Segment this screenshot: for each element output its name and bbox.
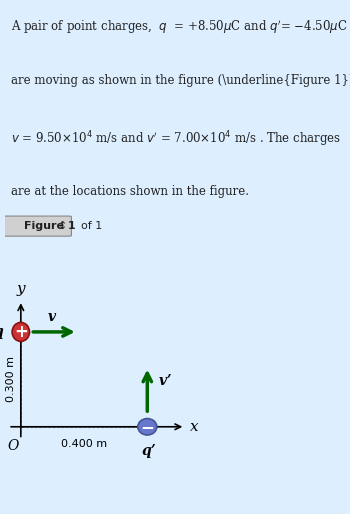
Ellipse shape: [138, 418, 157, 435]
Text: A pair of point charges,  $q$  = +8.50$\mu$C and $q'$= $-$4.50$\mu$C ,: A pair of point charges, $q$ = +8.50$\mu…: [11, 19, 350, 36]
Text: v: v: [48, 310, 56, 324]
Text: −: −: [140, 418, 154, 436]
Text: of 1: of 1: [81, 221, 102, 231]
Text: v’: v’: [158, 374, 172, 388]
Text: ↕: ↕: [58, 221, 68, 231]
Text: O: O: [7, 439, 19, 453]
Text: $v$ = 9.50$\times$10$^4$ m/s and $v'$ = 7.00$\times$10$^4$ m/s . The charges: $v$ = 9.50$\times$10$^4$ m/s and $v'$ = …: [11, 130, 341, 150]
Text: are at the locations shown in the figure.: are at the locations shown in the figure…: [11, 186, 249, 198]
Text: 0.300 m: 0.300 m: [6, 356, 16, 402]
Text: x: x: [190, 420, 198, 434]
Text: q: q: [0, 325, 4, 339]
Text: q’: q’: [141, 444, 156, 458]
Text: y: y: [16, 282, 25, 296]
Ellipse shape: [12, 322, 29, 341]
Text: 0.400 m: 0.400 m: [61, 439, 107, 449]
Text: +: +: [14, 323, 28, 341]
Text: Figure 1: Figure 1: [24, 221, 76, 231]
Text: are moving as shown in the figure (\underline{Figure 1}) with speeds: are moving as shown in the figure (\unde…: [11, 74, 350, 87]
FancyBboxPatch shape: [3, 216, 71, 236]
